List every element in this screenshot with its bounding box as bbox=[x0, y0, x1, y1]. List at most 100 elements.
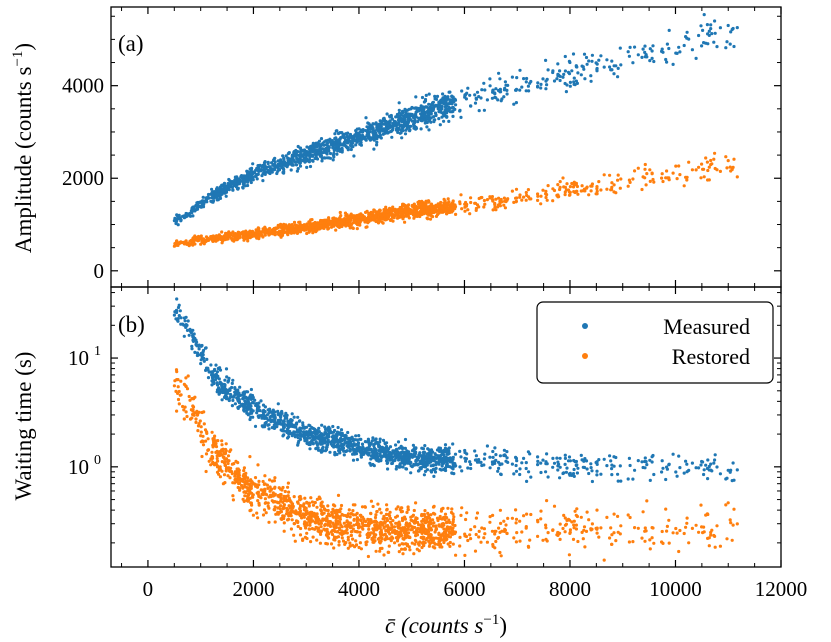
point-b-measured bbox=[333, 453, 337, 457]
point-b-restored bbox=[473, 525, 477, 529]
point-a-restored bbox=[458, 202, 462, 206]
point-b-measured bbox=[631, 477, 635, 481]
point-a-measured bbox=[514, 101, 519, 105]
point-a-measured bbox=[568, 60, 572, 65]
point-a-measured bbox=[631, 61, 635, 65]
point-b-restored bbox=[218, 475, 222, 479]
point-b-measured bbox=[536, 455, 540, 459]
point-b-measured bbox=[539, 461, 543, 465]
point-a-measured bbox=[210, 190, 215, 194]
point-a-restored bbox=[575, 189, 579, 193]
point-b-measured bbox=[199, 362, 203, 366]
point-a-restored bbox=[453, 207, 457, 211]
point-a-measured bbox=[488, 77, 492, 81]
point-a-restored bbox=[294, 228, 298, 232]
point-a-measured bbox=[177, 213, 181, 217]
point-b-measured bbox=[352, 447, 356, 451]
point-a-restored bbox=[690, 168, 695, 172]
point-b-measured bbox=[474, 454, 478, 458]
point-a-restored bbox=[527, 195, 531, 199]
point-a-measured bbox=[419, 104, 423, 108]
point-b-measured bbox=[280, 429, 285, 433]
point-b-measured bbox=[506, 460, 510, 464]
point-b-measured bbox=[193, 350, 197, 354]
point-b-measured bbox=[694, 466, 698, 470]
point-b-measured bbox=[572, 474, 576, 478]
point-b-restored bbox=[483, 532, 487, 536]
point-b-measured bbox=[270, 426, 274, 430]
point-a-restored bbox=[424, 199, 428, 203]
point-b-restored bbox=[664, 507, 668, 511]
point-a-measured bbox=[546, 68, 550, 72]
point-b-measured bbox=[378, 437, 382, 441]
point-a-measured bbox=[261, 179, 265, 183]
point-b-measured bbox=[422, 473, 426, 477]
point-a-measured bbox=[230, 180, 234, 184]
point-a-restored bbox=[494, 208, 498, 212]
point-a-restored bbox=[595, 189, 599, 193]
point-a-measured bbox=[428, 108, 433, 112]
point-a-restored bbox=[316, 224, 320, 228]
point-b-measured bbox=[460, 469, 464, 473]
point-a-measured bbox=[398, 124, 402, 128]
point-a-measured bbox=[616, 75, 620, 79]
point-b-measured bbox=[369, 447, 373, 451]
point-a-restored bbox=[359, 214, 363, 219]
point-a-measured bbox=[295, 156, 299, 160]
point-a-restored bbox=[671, 171, 675, 175]
point-b-measured bbox=[288, 431, 293, 435]
point-b-restored bbox=[285, 512, 289, 516]
point-a-restored bbox=[326, 226, 331, 230]
point-b-measured bbox=[498, 454, 502, 458]
point-a-measured bbox=[619, 63, 623, 67]
point-b-measured bbox=[332, 439, 336, 443]
point-b-measured bbox=[392, 449, 396, 453]
point-b-restored bbox=[558, 537, 562, 542]
point-a-restored bbox=[185, 241, 190, 245]
point-b-measured bbox=[702, 468, 706, 472]
point-a-measured bbox=[713, 19, 717, 23]
point-a-restored bbox=[175, 239, 179, 243]
point-a-restored bbox=[536, 192, 540, 196]
point-b-measured bbox=[218, 366, 222, 370]
point-b-measured bbox=[512, 472, 516, 476]
point-a-measured bbox=[544, 87, 548, 91]
point-b-restored bbox=[406, 505, 410, 509]
point-b-measured bbox=[289, 422, 293, 426]
point-a-measured bbox=[272, 168, 277, 172]
point-a-measured bbox=[431, 100, 435, 104]
point-b-measured bbox=[380, 445, 385, 450]
point-a-measured bbox=[648, 59, 652, 63]
point-a-restored bbox=[687, 160, 691, 164]
point-a-measured bbox=[643, 55, 647, 59]
point-a-measured bbox=[331, 158, 335, 162]
point-a-measured bbox=[385, 112, 389, 116]
point-a-restored bbox=[706, 168, 710, 173]
point-b-measured bbox=[402, 462, 407, 466]
point-b-restored bbox=[545, 499, 549, 503]
point-a-measured bbox=[242, 174, 246, 178]
point-a-restored bbox=[510, 189, 514, 193]
point-a-restored bbox=[298, 220, 302, 224]
point-a-measured bbox=[220, 183, 224, 187]
point-b-restored bbox=[262, 508, 267, 512]
point-a-restored bbox=[561, 176, 565, 180]
point-b-measured bbox=[563, 462, 567, 466]
point-a-measured bbox=[333, 136, 337, 141]
point-a-restored bbox=[248, 229, 252, 233]
point-b-measured bbox=[197, 347, 201, 351]
point-a-restored bbox=[172, 244, 176, 248]
point-a-measured bbox=[216, 192, 220, 196]
point-b-measured bbox=[351, 458, 356, 462]
point-b-restored bbox=[211, 439, 215, 443]
point-b-restored bbox=[443, 512, 448, 516]
point-b-measured bbox=[186, 319, 190, 323]
point-b-measured bbox=[217, 392, 221, 396]
point-b-restored bbox=[264, 511, 268, 515]
point-a-measured bbox=[477, 109, 481, 113]
point-b-measured bbox=[241, 397, 245, 401]
point-a-measured bbox=[227, 188, 231, 192]
point-a-measured bbox=[582, 67, 586, 71]
point-a-measured bbox=[218, 196, 223, 200]
